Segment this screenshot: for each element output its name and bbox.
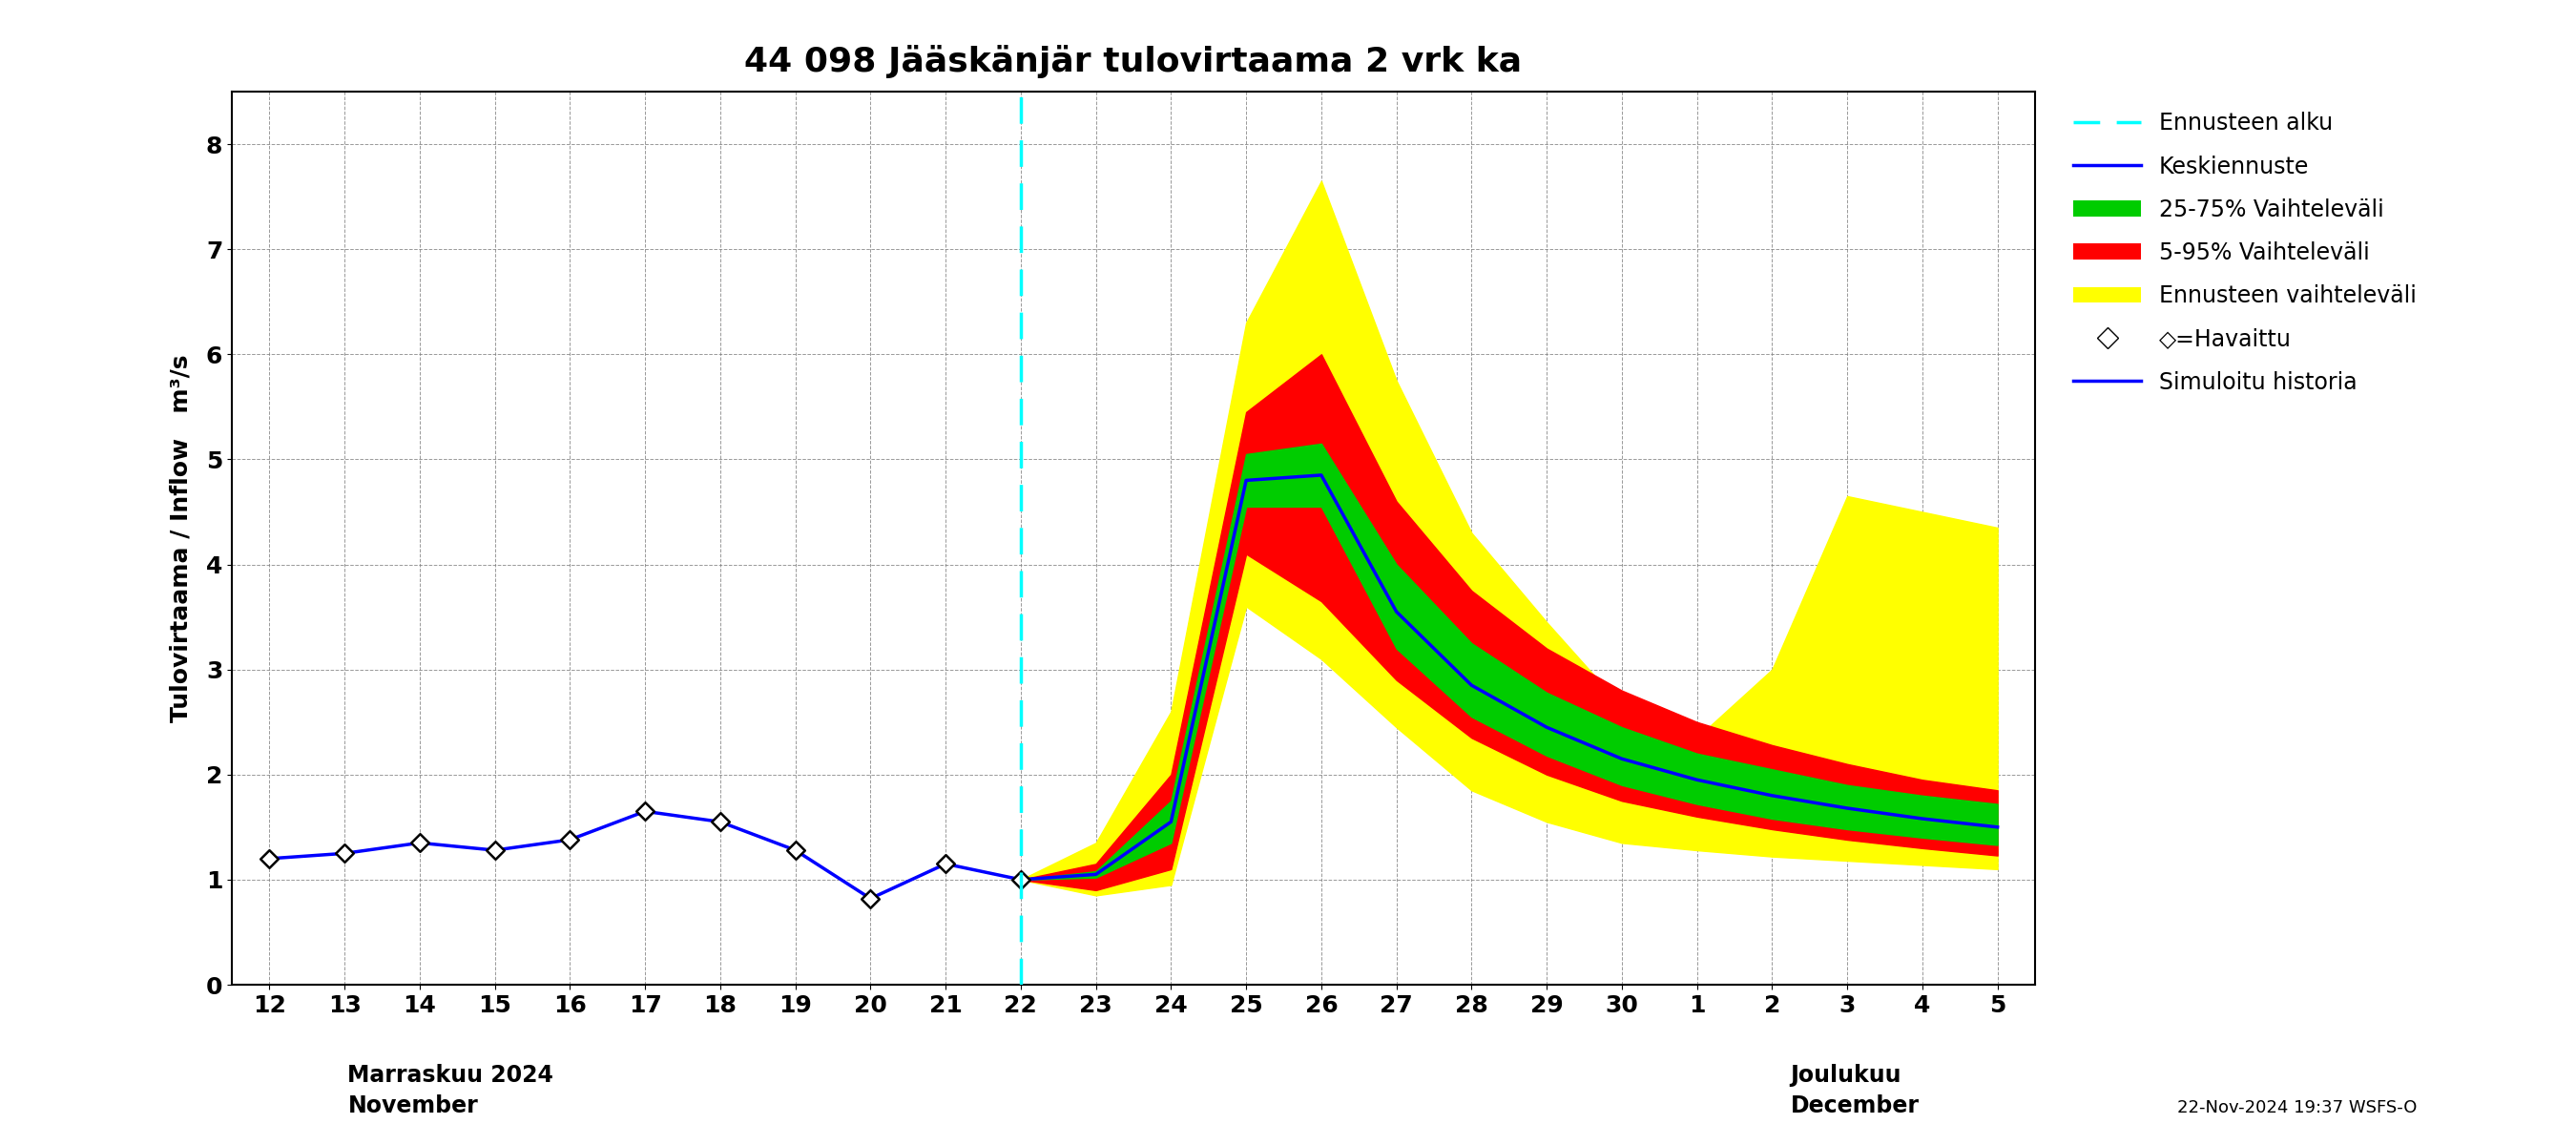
Point — [623, 803, 665, 821]
Point — [850, 890, 891, 908]
Point — [925, 854, 966, 872]
Point — [701, 813, 742, 831]
Point — [250, 850, 291, 868]
Y-axis label: Tulovirtaama / Inflow   m³/s: Tulovirtaama / Inflow m³/s — [170, 354, 193, 722]
Point — [775, 842, 817, 860]
Text: November: November — [348, 1095, 479, 1118]
Text: Joulukuu: Joulukuu — [1790, 1064, 1901, 1087]
Text: 22-Nov-2024 19:37 WSFS-O: 22-Nov-2024 19:37 WSFS-O — [2177, 1099, 2416, 1116]
Point — [325, 844, 366, 862]
Point — [399, 834, 440, 852]
Title: 44 098 Jääskänjär tulovirtaama 2 vrk ka: 44 098 Jääskänjär tulovirtaama 2 vrk ka — [744, 45, 1522, 78]
Point — [474, 842, 515, 860]
Legend: Ennusteen alku, Keskiennuste, 25-75% Vaihteleväli, 5-95% Vaihteleväli, Ennusteen: Ennusteen alku, Keskiennuste, 25-75% Vai… — [2063, 103, 2427, 403]
Text: December: December — [1790, 1095, 1919, 1118]
Text: Marraskuu 2024: Marraskuu 2024 — [348, 1064, 554, 1087]
Point — [549, 830, 590, 848]
Point — [999, 870, 1041, 889]
